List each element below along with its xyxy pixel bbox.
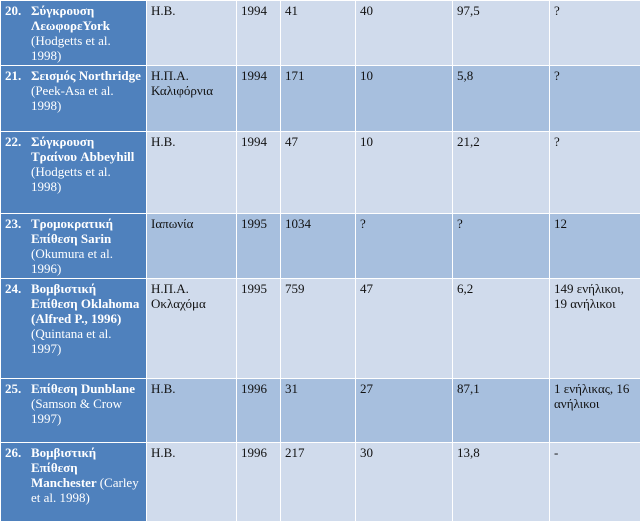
value-cell: 12 bbox=[550, 214, 640, 279]
incident-reference: (Hodgetts et al. 1998) bbox=[31, 33, 111, 63]
row-number: 22. bbox=[5, 134, 31, 149]
country-cell: Η.Β. bbox=[147, 1, 237, 66]
value-cell: 87,1 bbox=[453, 379, 550, 443]
row-number: 21. bbox=[5, 68, 31, 83]
country-cell: Η.Β. bbox=[147, 379, 237, 443]
value-cell: 759 bbox=[281, 279, 356, 379]
year-cell: 1994 bbox=[237, 66, 281, 132]
incident-reference: (Samson & Crow 1997) bbox=[31, 396, 122, 426]
value-cell: 149 ενήλικοι, 19 ανήλικοι bbox=[550, 279, 640, 379]
incident-reference: (Quintana et al. 1997) bbox=[31, 326, 112, 356]
table-row: 24.Βομβιστική Επίθεση Oklahoma (Alfred P… bbox=[1, 279, 640, 379]
value-cell: 1 ενήλικας, 16 ανήλικοι bbox=[550, 379, 640, 443]
country-cell: Η.Π.Α. Οκλαχόμα bbox=[147, 279, 237, 379]
incident-name: Τρομοκρατική Επίθεση Sarin bbox=[31, 216, 113, 246]
year-cell: 1994 bbox=[237, 132, 281, 214]
incident-reference: (Hodgetts et al. 1998) bbox=[31, 164, 111, 194]
table-row: 22.Σύγκρουση Τραίνου Abbeyhill (Hodgetts… bbox=[1, 132, 640, 214]
row-number: 24. bbox=[5, 281, 31, 296]
value-cell: 6,2 bbox=[453, 279, 550, 379]
value-cell: 30 bbox=[356, 443, 453, 522]
incident-cell: 20.Σύγκρουση ΛεωφορεYork (Hodgetts et al… bbox=[1, 1, 147, 66]
row-number: 26. bbox=[5, 445, 31, 460]
row-number: 25. bbox=[5, 381, 31, 396]
incident-reference: (Okumura et al. 1996) bbox=[31, 246, 113, 276]
value-cell: 5,8 bbox=[453, 66, 550, 132]
table-row: 23.Τρομοκρατική Επίθεση Sarin (Okumura e… bbox=[1, 214, 640, 279]
row-number: 20. bbox=[5, 3, 31, 18]
incident-cell: 22.Σύγκρουση Τραίνου Abbeyhill (Hodgetts… bbox=[1, 132, 147, 214]
value-cell: 13,8 bbox=[453, 443, 550, 522]
value-cell: 97,5 bbox=[453, 1, 550, 66]
value-cell: ? bbox=[356, 214, 453, 279]
value-cell: 47 bbox=[281, 132, 356, 214]
incident-name: Σεισμός Northridge bbox=[31, 68, 141, 83]
incident-cell: 24.Βομβιστική Επίθεση Oklahoma (Alfred P… bbox=[1, 279, 147, 379]
incident-name: Βομβιστική Επίθεση Oklahoma (Alfred P., … bbox=[31, 281, 139, 326]
value-cell: 21,2 bbox=[453, 132, 550, 214]
value-cell: 31 bbox=[281, 379, 356, 443]
table-row: 26.Βομβιστική Επίθεση Manchester (Carley… bbox=[1, 443, 640, 522]
row-number: 23. bbox=[5, 216, 31, 231]
year-cell: 1994 bbox=[237, 1, 281, 66]
country-cell: Η.Β. bbox=[147, 132, 237, 214]
value-cell: ? bbox=[453, 214, 550, 279]
value-cell: 10 bbox=[356, 132, 453, 214]
value-cell: ? bbox=[550, 66, 640, 132]
year-cell: 1996 bbox=[237, 379, 281, 443]
incident-cell: 23.Τρομοκρατική Επίθεση Sarin (Okumura e… bbox=[1, 214, 147, 279]
value-cell: 41 bbox=[281, 1, 356, 66]
incident-cell: 21.Σεισμός Northridge (Peek-Asa et al. 1… bbox=[1, 66, 147, 132]
table-row: 20.Σύγκρουση ΛεωφορεYork (Hodgetts et al… bbox=[1, 1, 640, 66]
incident-cell: 26.Βομβιστική Επίθεση Manchester (Carley… bbox=[1, 443, 147, 522]
incident-reference: (Peek-Asa et al. 1998) bbox=[31, 83, 114, 113]
table-row: 21.Σεισμός Northridge (Peek-Asa et al. 1… bbox=[1, 66, 640, 132]
country-cell: Η.Π.Α. Καλιφόρνια bbox=[147, 66, 237, 132]
value-cell: - bbox=[550, 443, 640, 522]
table-row: 25.Επίθεση Dunblane (Samson & Crow 1997)… bbox=[1, 379, 640, 443]
incident-name: Σύγκρουση ΛεωφορεYork bbox=[31, 3, 110, 33]
value-cell: ? bbox=[550, 1, 640, 66]
value-cell: 27 bbox=[356, 379, 453, 443]
value-cell: 1034 bbox=[281, 214, 356, 279]
year-cell: 1995 bbox=[237, 279, 281, 379]
value-cell: ? bbox=[550, 132, 640, 214]
value-cell: 40 bbox=[356, 1, 453, 66]
value-cell: 171 bbox=[281, 66, 356, 132]
incident-name: Επίθεση Dunblane bbox=[31, 381, 135, 396]
value-cell: 217 bbox=[281, 443, 356, 522]
country-cell: Ιαπωνία bbox=[147, 214, 237, 279]
value-cell: 47 bbox=[356, 279, 453, 379]
value-cell: 10 bbox=[356, 66, 453, 132]
incident-name: Βομβιστική Επίθεση Manchester bbox=[31, 445, 96, 490]
incident-name: Σύγκρουση Τραίνου Abbeyhill bbox=[31, 134, 134, 164]
year-cell: 1995 bbox=[237, 214, 281, 279]
year-cell: 1996 bbox=[237, 443, 281, 522]
incident-cell: 25.Επίθεση Dunblane (Samson & Crow 1997) bbox=[1, 379, 147, 443]
country-cell: Η.Β. bbox=[147, 443, 237, 522]
